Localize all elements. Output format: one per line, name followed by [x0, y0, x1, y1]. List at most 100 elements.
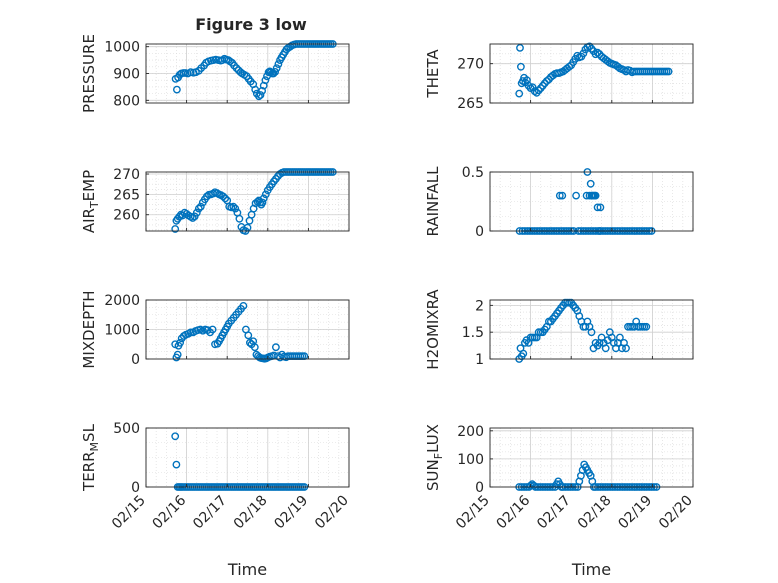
y-tick-label: 1000: [104, 323, 140, 339]
data-point: [534, 86, 543, 95]
data-point: [229, 202, 238, 211]
y-tick-label: 900: [113, 67, 140, 83]
y-tick-label: 1000: [104, 40, 140, 56]
data-point: [172, 85, 181, 94]
data-point: [585, 42, 594, 51]
data-series: [171, 40, 337, 101]
axes-box: [489, 171, 694, 232]
data-point: [519, 349, 528, 358]
axes-box: [489, 43, 694, 104]
y-tick-label: 1: [475, 352, 484, 368]
data-point: [186, 328, 195, 337]
data-point: [591, 191, 600, 200]
data-point: [261, 76, 270, 85]
y-tick-label: 0: [475, 224, 484, 240]
data-point: [274, 60, 283, 68]
data-point: [579, 49, 588, 58]
data-point: [244, 331, 253, 340]
data-point: [261, 190, 270, 199]
data-point: [256, 91, 265, 99]
y-axis-label: RAINFALL: [424, 166, 442, 237]
data-point: [171, 432, 180, 441]
data-point: [596, 203, 605, 212]
data-point: [565, 62, 574, 71]
data-point: [202, 192, 211, 201]
data-point: [622, 344, 630, 353]
y-tick-label: 2: [475, 298, 484, 314]
y-tick-label: 2000: [104, 293, 140, 309]
y-tick-label: 265: [113, 187, 140, 203]
data-point: [221, 194, 230, 203]
data-point: [171, 225, 180, 233]
y-tick-label: 1.5: [462, 325, 484, 341]
y-tick-label: 0: [131, 480, 140, 496]
data-point: [172, 460, 181, 469]
x-axis-label: Time: [227, 560, 267, 579]
data-point: [516, 44, 524, 52]
data-point: [601, 344, 610, 353]
data-point: [192, 208, 201, 217]
data-point: [196, 202, 205, 211]
subplot-3: 260 265 270 AIRTEMP: [80, 167, 350, 235]
data-point: [258, 198, 267, 207]
data-point: [586, 179, 595, 188]
y-tick-label: 100: [457, 452, 484, 468]
data-point: [208, 325, 217, 334]
y-axis-label: TERRMSL: [80, 423, 101, 492]
y-axis-label: PRESSURE: [80, 34, 98, 113]
y-tick-label: 0: [475, 480, 484, 496]
data-point: [272, 64, 281, 73]
y-axis-label: MIXDEPTH: [80, 290, 98, 368]
subplot-6: 1 1.5 2 H2OMIXRA: [424, 289, 694, 370]
data-point: [515, 89, 524, 98]
axes-box: [145, 427, 350, 488]
x-axis-label: Time: [571, 560, 611, 579]
data-point: [587, 328, 596, 337]
figure-title: Figure 3 low: [195, 15, 307, 34]
y-axis-label: H2OMIXRA: [424, 289, 442, 370]
data-point: [235, 214, 244, 223]
data-point: [271, 68, 279, 76]
y-tick-label: 270: [113, 167, 140, 183]
y-tick-label: 200: [457, 424, 484, 440]
data-point: [271, 343, 280, 352]
data-point: [251, 85, 260, 94]
data-point: [231, 204, 240, 213]
y-axis-label: AIRTEMP: [80, 170, 101, 233]
data-point: [173, 350, 182, 359]
y-tick-label: 800: [113, 93, 140, 109]
y-tick-label: 265: [457, 96, 484, 112]
data-point: [250, 343, 259, 352]
data-point: [259, 194, 268, 203]
y-tick-label: 500: [113, 421, 140, 437]
subplot-1: 800 900 1000 PRESSURE: [80, 34, 350, 113]
data-point: [517, 62, 525, 71]
data-point: [664, 67, 673, 76]
data-point: [194, 204, 203, 213]
subplot-2: 265 270 THETA: [424, 42, 694, 112]
data-series: [171, 301, 309, 363]
data-point: [219, 192, 228, 201]
subplot-4: 0 0.5 RAINFALL: [424, 165, 694, 240]
data-series: [171, 168, 337, 235]
axes-box: [145, 171, 350, 232]
data-series: [515, 298, 651, 363]
data-point: [530, 87, 539, 96]
data-point: [593, 48, 602, 57]
axes-box: [489, 299, 694, 360]
data-point: [540, 79, 549, 88]
data-point: [616, 333, 624, 342]
y-tick-label: 0: [131, 352, 140, 368]
data-point: [555, 191, 564, 200]
y-tick-label: 0.5: [462, 165, 484, 181]
data-point: [572, 191, 580, 200]
data-point: [558, 191, 567, 200]
data-point: [642, 322, 651, 331]
data-point: [232, 64, 241, 73]
y-tick-label: 260: [113, 208, 140, 224]
data-point: [526, 481, 535, 490]
y-tick-label: 270: [457, 57, 484, 73]
data-point: [188, 214, 197, 222]
